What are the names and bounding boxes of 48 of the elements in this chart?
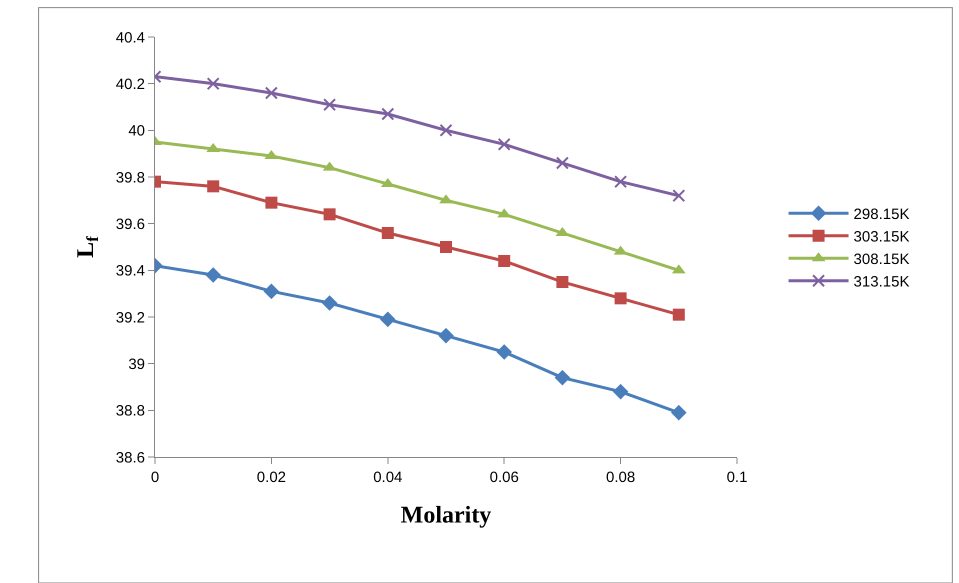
- point: [556, 156, 569, 170]
- x-tick-label: 0.04: [373, 469, 402, 486]
- point: [496, 344, 512, 360]
- legend-label: 308.15K: [854, 251, 910, 268]
- point: [614, 175, 628, 188]
- y-tick-label: 39.8: [116, 169, 145, 186]
- y-tick-label: 40.4: [116, 29, 145, 46]
- y-tick-label: 38.6: [116, 449, 145, 466]
- x-tick-label: 0.1: [726, 469, 748, 486]
- point: [206, 77, 220, 90]
- point: [207, 180, 220, 192]
- point: [438, 328, 454, 344]
- x-tick-label: 0: [150, 469, 160, 486]
- point: [498, 255, 510, 267]
- point: [556, 276, 568, 288]
- point: [324, 208, 336, 220]
- y-tick-label: 39.4: [116, 262, 145, 280]
- point: [264, 86, 278, 100]
- point: [672, 189, 686, 202]
- y-tick-label: 38.8: [116, 402, 145, 420]
- x-tick-label: 0.08: [606, 469, 636, 486]
- point: [322, 295, 338, 311]
- point: [382, 227, 394, 239]
- y-tick-label: 39: [128, 356, 145, 373]
- point: [381, 108, 394, 120]
- point: [671, 404, 687, 420]
- point: [672, 308, 685, 321]
- point: [614, 292, 627, 304]
- legend-label: 303.15K: [854, 228, 910, 246]
- point: [440, 124, 452, 137]
- x-tick-label: 0.06: [490, 469, 519, 486]
- point: [264, 284, 280, 300]
- y-tick-label: 39.6: [116, 216, 145, 233]
- point: [554, 370, 570, 386]
- point: [498, 138, 511, 151]
- point: [440, 241, 452, 253]
- y-tick-label: 40: [128, 122, 145, 140]
- point: [612, 384, 628, 400]
- legend-label: 298.15K: [854, 206, 910, 224]
- point: [205, 267, 221, 283]
- x-tick-label: 0.02: [256, 469, 286, 486]
- y-tick-label: 40.2: [116, 76, 145, 93]
- point: [265, 196, 278, 209]
- y-tick-label: 39.2: [116, 309, 145, 326]
- x-axis-title: Molarity: [400, 502, 492, 528]
- point: [323, 98, 336, 112]
- legend-label: 313.15K: [854, 274, 910, 291]
- point: [380, 312, 396, 328]
